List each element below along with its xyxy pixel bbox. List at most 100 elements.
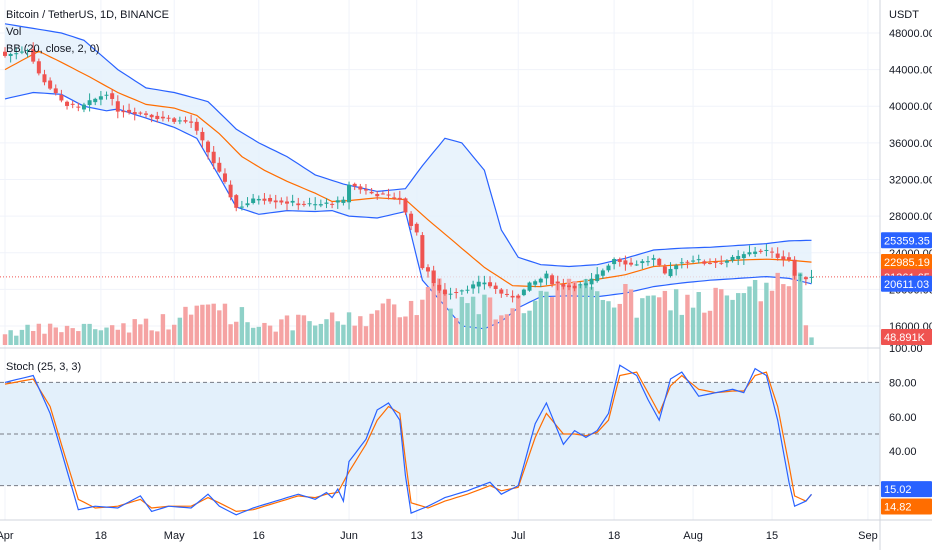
candle-body — [335, 200, 340, 203]
candle-body — [792, 259, 797, 276]
volume-bar — [98, 330, 104, 345]
volume-bar — [572, 281, 577, 345]
candle-body — [572, 285, 577, 289]
candle-body — [273, 200, 278, 203]
volume-bar — [690, 307, 696, 345]
candle-body — [786, 257, 791, 260]
volume-bar — [544, 291, 549, 345]
volume-bar — [634, 317, 639, 345]
candle-body — [313, 204, 318, 206]
price-tick-label: 44000.00 — [889, 65, 932, 77]
volume-bar — [194, 305, 199, 345]
candle-body — [81, 104, 86, 110]
bb-basis-line — [4, 50, 812, 288]
candle-body — [285, 201, 289, 204]
stoch-k-value-bg — [881, 481, 932, 498]
volume-bar — [668, 310, 673, 345]
volume-bar — [685, 294, 690, 345]
candle-body — [420, 235, 425, 269]
candle-body — [724, 260, 729, 263]
candle-body — [431, 271, 436, 284]
candle-body — [679, 262, 684, 264]
volume-bar — [380, 303, 386, 345]
volume-bar — [437, 278, 442, 345]
candle-body — [578, 284, 583, 286]
stoch-k-line — [4, 364, 812, 516]
price-tick-label: 28000.00 — [889, 211, 932, 223]
time-tick-label: 13 — [411, 530, 423, 542]
volume-bar — [318, 323, 324, 345]
time-tick-label: May — [164, 530, 185, 542]
candle-body — [403, 198, 408, 213]
candle-body — [567, 285, 571, 288]
volume-bar — [566, 278, 572, 345]
volume-bar — [673, 289, 679, 345]
candle-body — [696, 259, 701, 261]
volume-bar — [645, 295, 651, 345]
candle-body — [234, 195, 239, 208]
volume-bar — [81, 323, 87, 345]
volume-bar — [279, 319, 284, 345]
stoch-band-fill — [0, 382, 880, 486]
volume-bar — [758, 301, 763, 345]
candle-body — [775, 253, 780, 258]
time-tick-label: 16 — [253, 530, 265, 542]
currency-label: USDT — [889, 9, 919, 21]
candle-body — [691, 260, 696, 262]
bb-lower-value-bg — [881, 275, 932, 292]
candle-body — [651, 258, 656, 260]
volume-bar — [296, 314, 301, 345]
candle-body — [753, 251, 758, 254]
last-volume-value-bg — [881, 329, 932, 345]
volume-bar — [87, 323, 92, 345]
candle-body — [239, 206, 244, 208]
candle-body — [3, 51, 7, 56]
bb-legend[interactable]: BB (20, close, 2, 0) — [6, 43, 100, 55]
stoch-legend[interactable]: Stoch (25, 3, 3) — [6, 361, 81, 373]
candle-body — [454, 292, 459, 294]
candle-body — [166, 117, 171, 119]
stochastic-lines — [4, 364, 812, 516]
volume-bar — [454, 318, 459, 345]
time-tick-label: Sep — [858, 530, 878, 542]
volume-bar — [465, 303, 470, 345]
time-tick-label: Aug — [683, 530, 703, 542]
volume-bar — [31, 330, 36, 345]
candle-body — [521, 289, 526, 296]
volume-bar — [611, 307, 617, 345]
vol-legend[interactable]: Vol — [6, 26, 21, 38]
volume-bar — [679, 314, 684, 345]
candle-body — [245, 203, 250, 206]
candle-body — [465, 289, 470, 291]
candle-body — [183, 120, 188, 122]
volume-bar — [583, 279, 589, 345]
bb-upper-line — [4, 23, 812, 268]
candle-body — [324, 202, 329, 204]
candle-body — [488, 282, 493, 287]
candle-body — [471, 284, 476, 289]
candle-body — [736, 255, 741, 260]
candle-body — [93, 98, 98, 103]
last-value-labels: 25359.3522985.1921361.6520611.0348.891K1… — [881, 232, 932, 515]
candle-body — [352, 183, 357, 187]
candle-body — [138, 112, 143, 114]
last-volume-value: 48.891K — [884, 332, 926, 344]
candle-body — [104, 94, 109, 96]
volume-bar — [262, 322, 267, 345]
stoch-k-value: 15.02 — [884, 484, 912, 496]
candle-body — [369, 191, 374, 194]
candle-body — [482, 282, 487, 285]
candle-body — [194, 121, 199, 131]
volume-bar — [25, 324, 30, 345]
candle-body — [36, 61, 41, 74]
candle-body — [144, 113, 148, 115]
candle-body — [708, 263, 712, 265]
candle-body — [645, 261, 650, 263]
candle-body — [747, 252, 752, 255]
volume-bar — [521, 313, 527, 345]
volume-bar — [781, 284, 786, 345]
candle-body — [48, 80, 53, 89]
stoch-d-value-bg — [881, 498, 932, 515]
